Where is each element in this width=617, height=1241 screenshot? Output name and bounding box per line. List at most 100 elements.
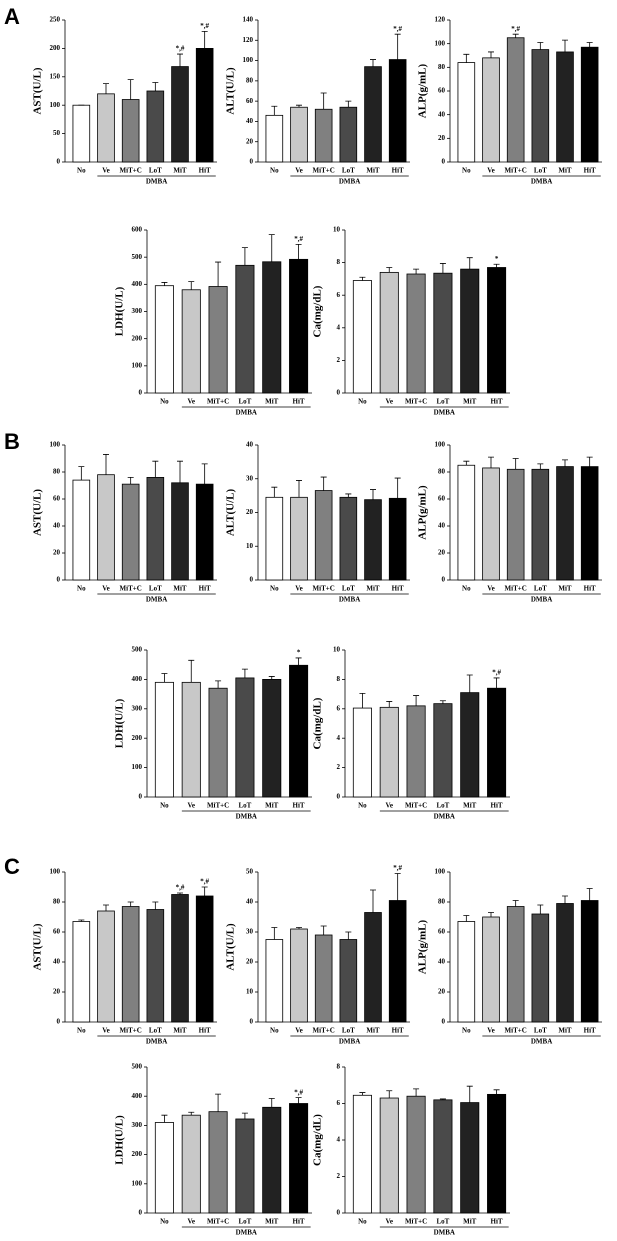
group-label: DMBA bbox=[339, 1038, 360, 1046]
x-tick-label: HiT bbox=[199, 585, 211, 593]
y-tick-label: 0 bbox=[442, 1018, 446, 1026]
y-axis-label: AST(U/L) bbox=[32, 489, 44, 536]
y-tick-label: 60 bbox=[246, 97, 254, 105]
bar bbox=[121, 483, 140, 581]
x-tick-label: Ve bbox=[295, 1027, 303, 1035]
y-tick-label: 30 bbox=[246, 474, 254, 482]
panel-label: A bbox=[4, 4, 20, 29]
group-label: DMBA bbox=[434, 1229, 455, 1237]
x-tick-label: MiT bbox=[173, 585, 187, 593]
bar bbox=[154, 681, 174, 798]
bar bbox=[364, 66, 382, 163]
y-tick-label: 40 bbox=[246, 117, 254, 125]
error-bar bbox=[241, 668, 248, 678]
y-axis-label: Ca(mg/dL) bbox=[312, 285, 324, 337]
error-bar bbox=[188, 659, 195, 683]
x-tick-label: LoT bbox=[342, 1027, 355, 1035]
panel-label: C bbox=[4, 854, 20, 879]
y-tick-label: 80 bbox=[53, 468, 61, 476]
error-bar bbox=[488, 51, 494, 58]
y-tick-label: 250 bbox=[50, 16, 61, 24]
y-tick-label: 20 bbox=[246, 508, 254, 516]
x-tick-label: LoT bbox=[534, 167, 547, 175]
y-tick-label: 10 bbox=[246, 542, 254, 550]
error-bar bbox=[241, 1112, 248, 1119]
error-bar bbox=[562, 895, 568, 904]
y-tick-label: 100 bbox=[50, 101, 61, 109]
bar bbox=[433, 703, 453, 798]
error-bar bbox=[320, 92, 327, 110]
error-bar bbox=[345, 100, 352, 108]
error-bar bbox=[152, 901, 159, 910]
error-bar bbox=[345, 493, 352, 498]
group-label: DMBA bbox=[531, 1038, 552, 1046]
error-bar bbox=[413, 1088, 420, 1097]
bar bbox=[506, 906, 525, 1023]
bar bbox=[406, 1095, 426, 1214]
y-tick-label: 60 bbox=[438, 87, 446, 95]
error-bar bbox=[103, 454, 109, 475]
bar bbox=[262, 1106, 282, 1214]
y-tick-label: 6 bbox=[337, 291, 341, 299]
y-tick-label: 200 bbox=[132, 334, 143, 342]
error-bar bbox=[177, 53, 183, 67]
error-bar bbox=[296, 104, 302, 108]
error-bar bbox=[493, 1089, 500, 1095]
panel-label: B bbox=[4, 429, 20, 454]
group-label: DMBA bbox=[434, 813, 455, 821]
y-tick-label: 100 bbox=[435, 39, 446, 47]
bar bbox=[580, 900, 599, 1023]
y-axis-label: LDH(U/L) bbox=[114, 1115, 126, 1165]
y-tick-label: 40 bbox=[438, 522, 446, 530]
bar bbox=[352, 1094, 372, 1214]
error-bar bbox=[78, 919, 85, 922]
bar bbox=[97, 474, 115, 581]
y-tick-label: 10 bbox=[246, 988, 254, 996]
group-label: DMBA bbox=[531, 596, 552, 604]
bar bbox=[262, 261, 282, 394]
significance-label: *,# bbox=[393, 864, 402, 872]
error-bar bbox=[127, 901, 134, 907]
bar bbox=[379, 271, 399, 394]
y-tick-label: 0 bbox=[57, 1018, 61, 1026]
bar bbox=[364, 499, 382, 581]
y-tick-label: 0 bbox=[337, 389, 341, 397]
y-tick-label: 40 bbox=[53, 958, 61, 966]
x-tick-label: No bbox=[77, 167, 86, 175]
significance-label: *,# bbox=[492, 669, 501, 677]
y-tick-label: 0 bbox=[57, 158, 61, 166]
y-tick-label: 20 bbox=[246, 958, 254, 966]
x-tick-label: LoT bbox=[534, 585, 547, 593]
bar bbox=[235, 677, 255, 798]
bar bbox=[72, 104, 91, 163]
x-tick-label: HiT bbox=[199, 167, 211, 175]
y-tick-label: 4 bbox=[337, 1136, 341, 1144]
bar bbox=[460, 268, 480, 394]
y-tick-label: 100 bbox=[435, 868, 446, 876]
error-bar bbox=[463, 53, 470, 63]
error-bar bbox=[537, 42, 544, 50]
bar bbox=[506, 37, 525, 163]
error-bar bbox=[161, 673, 168, 683]
error-bar bbox=[537, 904, 544, 914]
y-tick-label: 120 bbox=[435, 16, 446, 24]
y-tick-label: 0 bbox=[250, 1018, 254, 1026]
bar bbox=[433, 1099, 453, 1214]
y-axis-label: AST(U/L) bbox=[32, 67, 44, 114]
x-tick-label: No bbox=[160, 802, 169, 810]
error-bar bbox=[177, 892, 183, 895]
error-bar bbox=[215, 1093, 222, 1112]
y-axis-label: LDH(U/L) bbox=[114, 698, 126, 748]
x-tick-label: MiT+C bbox=[120, 585, 142, 593]
group-label: DMBA bbox=[339, 178, 360, 186]
bar bbox=[181, 681, 201, 798]
error-bar bbox=[466, 1085, 473, 1103]
bar bbox=[379, 1097, 399, 1214]
y-tick-label: 6 bbox=[337, 704, 341, 712]
bar bbox=[339, 496, 358, 581]
significance-label: * bbox=[297, 649, 301, 657]
bar bbox=[482, 916, 500, 1023]
bar bbox=[460, 692, 480, 798]
x-tick-label: HiT bbox=[199, 1027, 211, 1035]
y-tick-label: 300 bbox=[132, 1121, 143, 1129]
